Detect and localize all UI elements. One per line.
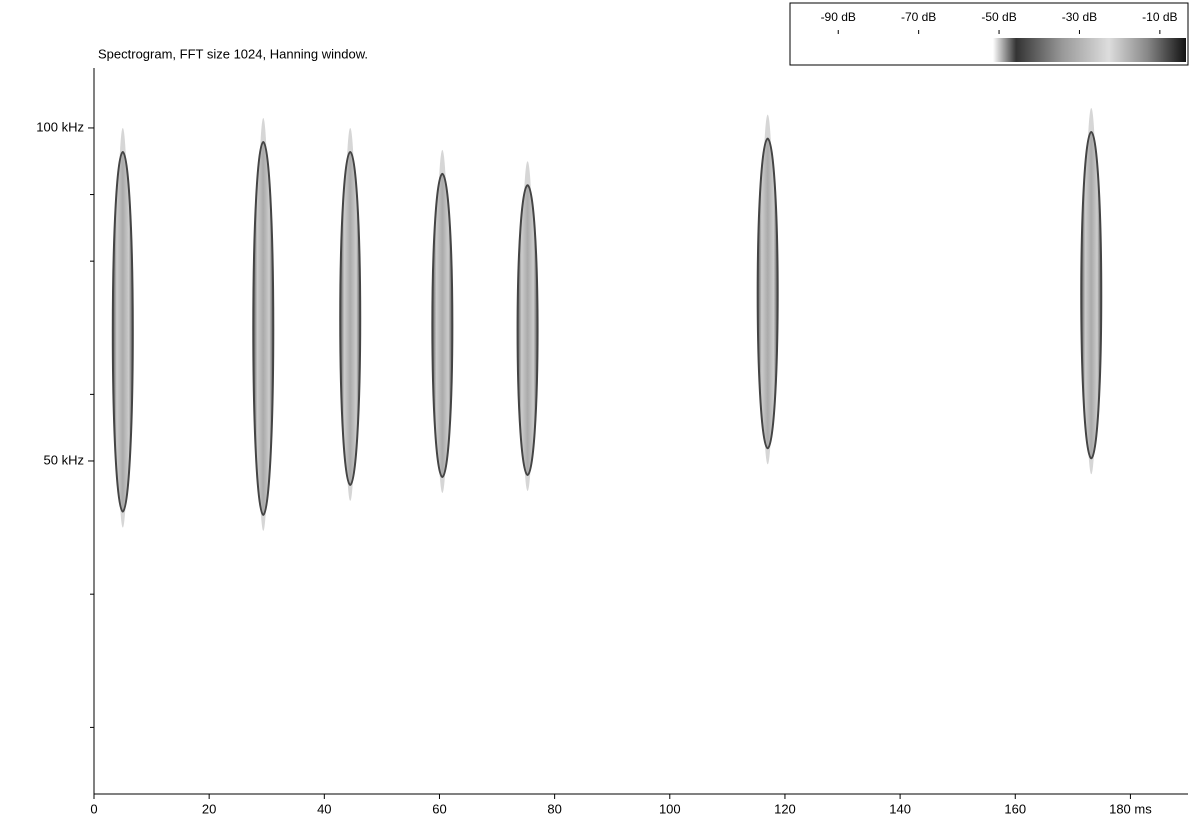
- colorbar-label: -10 dB: [1142, 10, 1177, 24]
- call: [431, 172, 454, 478]
- colorbar-label: -70 dB: [901, 10, 936, 24]
- call: [516, 184, 539, 476]
- call: [1080, 130, 1103, 460]
- colorbar-label: -30 dB: [1062, 10, 1097, 24]
- call: [111, 150, 134, 513]
- x-tick-label: 60: [432, 801, 446, 816]
- x-tick-label: 0: [90, 801, 97, 816]
- call: [252, 140, 275, 516]
- call: [756, 137, 779, 450]
- x-tick-label: 120: [774, 801, 796, 816]
- call: [339, 150, 362, 486]
- x-tick-label: 100: [659, 801, 681, 816]
- x-tick-label: 180 ms: [1109, 801, 1152, 816]
- colorbar: [800, 38, 1186, 62]
- y-tick-label: 50 kHz: [44, 452, 84, 467]
- x-tick-label: 80: [547, 801, 561, 816]
- x-tick-label: 20: [202, 801, 216, 816]
- colorbar-label: -50 dB: [981, 10, 1016, 24]
- y-tick-label: 100 kHz: [36, 119, 84, 134]
- x-tick-label: 160: [1004, 801, 1026, 816]
- colorbar-label: -90 dB: [821, 10, 856, 24]
- x-tick-label: 40: [317, 801, 331, 816]
- x-tick-label: 140: [889, 801, 911, 816]
- chart-title: Spectrogram, FFT size 1024, Hanning wind…: [98, 46, 368, 61]
